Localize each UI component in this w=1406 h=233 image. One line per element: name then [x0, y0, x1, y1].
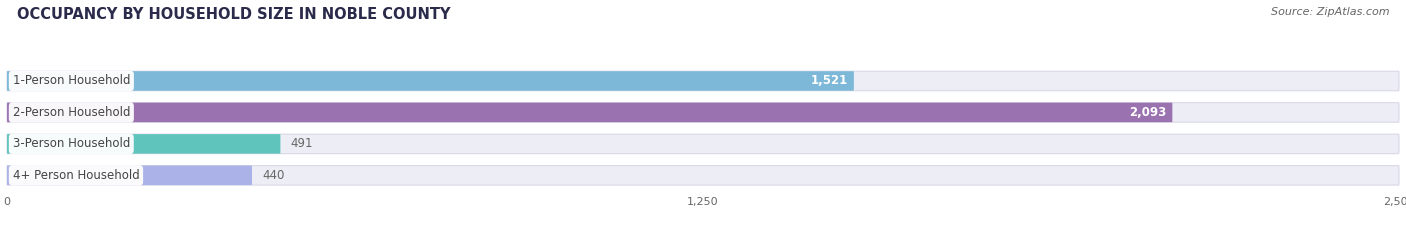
Text: 491: 491: [291, 137, 314, 150]
FancyBboxPatch shape: [7, 103, 1173, 122]
FancyBboxPatch shape: [7, 166, 1399, 185]
Text: 3-Person Household: 3-Person Household: [13, 137, 129, 150]
FancyBboxPatch shape: [7, 166, 252, 185]
FancyBboxPatch shape: [7, 71, 853, 91]
Text: 1-Person Household: 1-Person Household: [13, 75, 131, 87]
Text: 2-Person Household: 2-Person Household: [13, 106, 131, 119]
Text: Source: ZipAtlas.com: Source: ZipAtlas.com: [1271, 7, 1389, 17]
FancyBboxPatch shape: [7, 134, 280, 154]
FancyBboxPatch shape: [7, 103, 1399, 122]
Text: 4+ Person Household: 4+ Person Household: [13, 169, 139, 182]
Text: 2,093: 2,093: [1129, 106, 1167, 119]
Text: 440: 440: [262, 169, 284, 182]
FancyBboxPatch shape: [7, 134, 1399, 154]
Text: OCCUPANCY BY HOUSEHOLD SIZE IN NOBLE COUNTY: OCCUPANCY BY HOUSEHOLD SIZE IN NOBLE COU…: [17, 7, 450, 22]
FancyBboxPatch shape: [7, 71, 1399, 91]
Text: 1,521: 1,521: [811, 75, 848, 87]
